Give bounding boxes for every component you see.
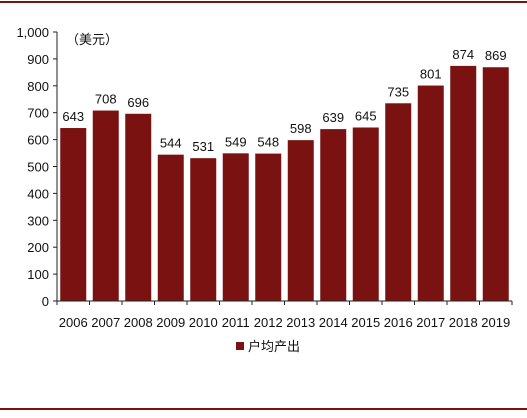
bar-2013: [287, 140, 314, 301]
bar-2019: [482, 67, 509, 301]
x-tick-label-2010: 2010: [189, 315, 218, 330]
bars: [60, 65, 509, 302]
x-tick-label-2009: 2009: [156, 315, 185, 330]
y-tick-label: 0: [42, 294, 49, 309]
bar-2014: [320, 129, 347, 301]
y-tick-label: 500: [27, 160, 49, 175]
y-tick-label: 200: [27, 240, 49, 255]
data-label-2007: 708: [95, 92, 117, 107]
data-label-2014: 639: [322, 110, 344, 125]
data-label-2009: 544: [160, 136, 182, 151]
data-label-2019: 869: [485, 48, 507, 63]
y-tick-label: 300: [27, 213, 49, 228]
y-tick-label: 1,000: [16, 25, 49, 40]
x-tick-label-2006: 2006: [59, 315, 88, 330]
data-label-2012: 548: [257, 135, 279, 150]
x-tick-label-2007: 2007: [91, 315, 120, 330]
y-tick-label: 400: [27, 186, 49, 201]
bar-2012: [255, 153, 282, 301]
bar-2008: [125, 113, 152, 301]
x-axis: 2006 2007 2008 2009 2010 2011 2012 2013 2014 2015…: [56, 300, 513, 330]
data-label-2013: 598: [290, 121, 312, 136]
data-label-2016: 735: [387, 84, 409, 99]
data-label-2006: 643: [62, 109, 84, 124]
bar-2017: [417, 85, 444, 301]
x-tick-label-2008: 2008: [124, 315, 153, 330]
bar-2016: [385, 103, 412, 301]
data-labels: 643 708 696 544 531 549 548 598 639 645 735 801 874 8…: [62, 47, 506, 154]
y-tick-label: 100: [27, 267, 49, 282]
y-axis: 0 100 200 300 400 500 600 700 800 900 1,000: [16, 25, 58, 309]
bar-2006: [60, 128, 87, 301]
unit-label: （美元）: [66, 32, 118, 47]
bar-2015: [352, 127, 379, 302]
data-label-2017: 801: [420, 67, 442, 82]
data-label-2010: 531: [192, 139, 214, 154]
x-tick-label-2012: 2012: [254, 315, 283, 330]
legend: 户均产出: [236, 339, 300, 354]
x-tick-label-2019: 2019: [481, 315, 510, 330]
legend-swatch: [236, 342, 244, 350]
data-label-2008: 696: [127, 95, 149, 110]
bar-2011: [222, 153, 249, 301]
x-tick-label-2014: 2014: [319, 315, 348, 330]
bar-2010: [190, 158, 217, 301]
y-tick-label: 800: [27, 79, 49, 94]
x-tick-label-2016: 2016: [384, 315, 413, 330]
legend-label: 户均产出: [248, 339, 300, 354]
bar-2018: [450, 65, 477, 301]
data-label-2011: 549: [225, 134, 247, 149]
x-tick-label-2015: 2015: [351, 315, 380, 330]
x-tick-label-2011: 2011: [222, 315, 250, 330]
y-tick-label: 700: [27, 106, 49, 121]
y-tick-label: 900: [27, 52, 49, 67]
x-tick-label-2017: 2017: [416, 315, 445, 330]
bar-2009: [157, 154, 184, 301]
bar-2007: [92, 110, 119, 301]
x-tick-label-2018: 2018: [449, 315, 478, 330]
y-tick-label: 600: [27, 133, 49, 148]
data-label-2018: 874: [452, 47, 474, 62]
x-tick-label-2013: 2013: [286, 315, 315, 330]
data-label-2015: 645: [355, 108, 377, 123]
